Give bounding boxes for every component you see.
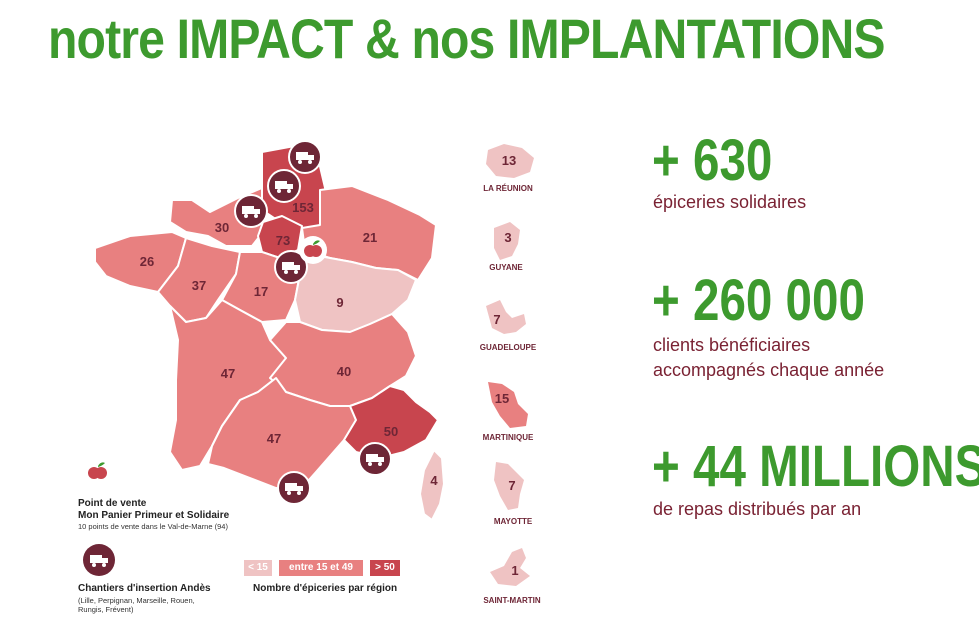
region-value-label: 73 <box>276 233 290 248</box>
region-value-label: 9 <box>336 295 343 310</box>
territory-value-label: 13 <box>502 153 516 168</box>
stat-clients-label: clients bénéficiaires <box>653 335 811 355</box>
truck-marker-icon[interactable] <box>288 140 322 174</box>
territory-name-label: LA RÉUNION <box>483 184 533 193</box>
stat-epiceries-value: + 630 <box>652 128 773 193</box>
region-value-label: 37 <box>192 278 206 293</box>
territory-value-label: 7 <box>508 478 515 493</box>
territory-value-label: 7 <box>493 312 500 327</box>
region-value-label: 17 <box>254 284 268 299</box>
scale-caption: Nombre d'épiceries par région <box>253 583 398 594</box>
region-value-label: 26 <box>140 254 154 269</box>
truck-marker-icon[interactable] <box>274 250 308 284</box>
territory-value-label: 1 <box>511 563 518 578</box>
region-corse[interactable] <box>419 449 445 521</box>
stat-repas-label: de repas distribués par an <box>653 499 862 519</box>
truck-markers <box>234 140 392 505</box>
region-value-label: 153 <box>292 200 314 215</box>
legend-point-title: Point de vente <box>78 498 147 509</box>
territory-value-label: 3 <box>504 230 511 245</box>
territory-guyane[interactable] <box>494 222 520 260</box>
territory-mayotte[interactable] <box>494 462 524 510</box>
legend-point-title-2: Mon Panier Primeur et Solidaire <box>78 510 230 521</box>
region-value-label: 4 <box>430 473 438 488</box>
territory-name-label: MAYOTTE <box>494 517 533 526</box>
stat-clients-value: + 260 000 <box>652 268 865 333</box>
stat-epiceries-label: épiceries solidaires <box>653 192 807 212</box>
territory-name-label: GUADELOUPE <box>480 343 537 352</box>
legend-point-subtitle: 10 points de vente dans le Val-de-Marne … <box>78 522 228 531</box>
region-value-label: 21 <box>363 230 377 245</box>
apple-marker-icon[interactable] <box>299 236 327 264</box>
territory-saint-martin[interactable] <box>490 548 530 586</box>
region-value-label: 30 <box>215 220 229 235</box>
region-value-label: 40 <box>337 364 351 379</box>
legend-chantiers-subtitle-2: Rungis, Frévent) <box>78 605 134 614</box>
legend-chantiers-title: Chantiers d'insertion Andès <box>78 583 211 594</box>
region-paca[interactable] <box>343 385 439 459</box>
territory-la-reunion[interactable] <box>486 144 534 178</box>
territory-guadeloupe[interactable] <box>486 300 526 334</box>
truck-marker-icon[interactable] <box>358 442 392 476</box>
scale-low-box: < 15 <box>244 560 272 576</box>
territory-name-label: SAINT-MARTIN <box>483 596 541 605</box>
truck-marker-icon[interactable] <box>234 194 268 228</box>
page-title: notre IMPACT & nos IMPLANTATIONS <box>48 7 885 70</box>
territory-value-label: 15 <box>495 391 509 406</box>
territory-name-label: MARTINIQUE <box>483 433 534 442</box>
scale-mid-box: entre 15 et 49 <box>279 560 363 576</box>
territory-martinique[interactable] <box>488 382 528 428</box>
territory-name-label: GUYANE <box>489 263 523 272</box>
stat-clients-label-2: accompagnés chaque année <box>653 360 885 380</box>
region-value-label: 47 <box>267 431 281 446</box>
truck-marker-icon[interactable] <box>277 471 311 505</box>
region-value-label: 47 <box>221 366 235 381</box>
scale-high-box: > 50 <box>370 560 400 576</box>
legend-apple-icon <box>88 462 107 479</box>
region-value-label: 50 <box>384 424 398 439</box>
legend-chantiers-subtitle: (Lille, Perpignan, Marseille, Rouen, <box>78 596 195 605</box>
legend-truck-icon <box>83 544 115 576</box>
truck-marker-icon[interactable] <box>267 169 301 203</box>
stat-repas-value: + 44 MILLIONS <box>652 434 979 499</box>
